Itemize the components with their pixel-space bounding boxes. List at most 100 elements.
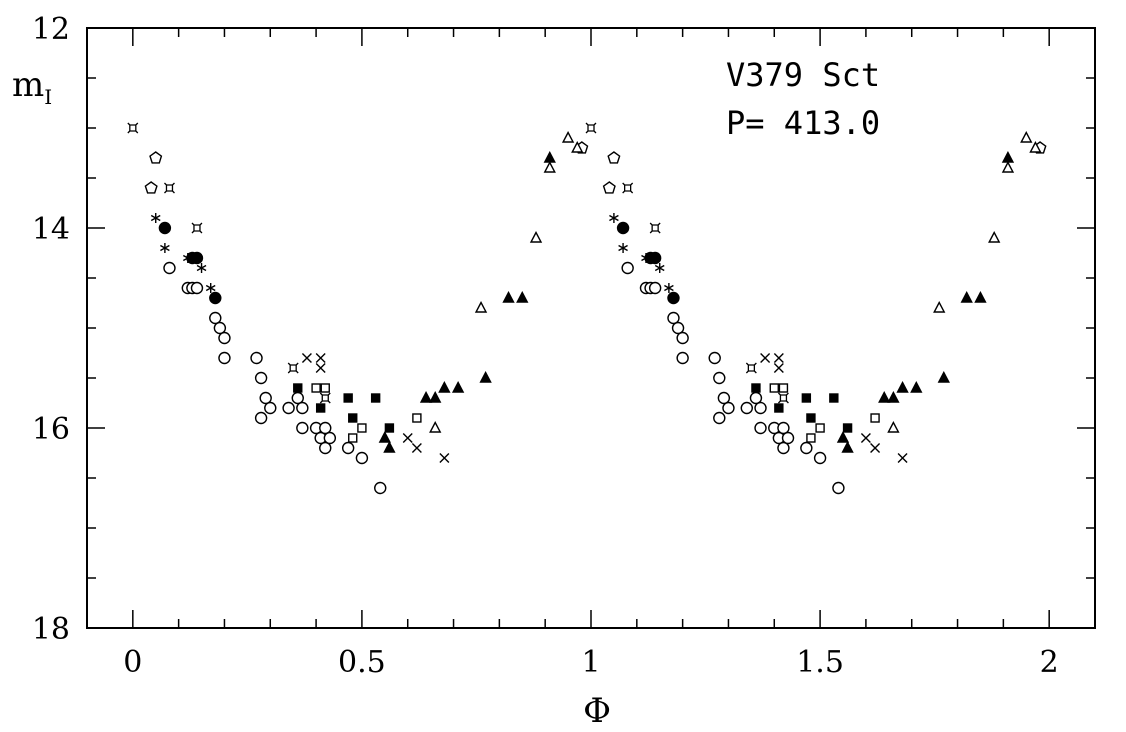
marker-starsquare: [622, 182, 634, 194]
series-star-square: [127, 122, 789, 404]
marker-circle-open: [648, 281, 662, 295]
marker-square-filled: [348, 413, 358, 423]
marker-asterisk: [618, 243, 628, 253]
marker-circle-open: [254, 371, 268, 385]
marker-square-filled: [343, 393, 353, 403]
marker-triangle-filled: [543, 150, 556, 163]
marker-triangle-open: [571, 140, 584, 153]
marker-starsquare: [127, 122, 139, 134]
marker-triangle-open: [887, 420, 900, 433]
marker-square-open: [815, 423, 825, 433]
marker-circle-open: [740, 401, 753, 415]
marker-starsquare: [777, 392, 789, 404]
marker-triangle-filled: [479, 370, 492, 383]
marker-triangle-open: [474, 300, 488, 313]
marker-square-open: [320, 383, 330, 393]
marker-circle-open: [708, 351, 721, 365]
series-filled-triangle: [378, 150, 1015, 453]
marker-cross: [301, 353, 312, 363]
marker-asterisk: [654, 263, 665, 273]
marker-triangle-filled: [451, 380, 465, 393]
marker-circle-open: [813, 451, 827, 465]
axis-tick-labels: 0 0.5 1 1.5 2 12 14 16 18: [32, 12, 1059, 680]
y-tick-label: 18: [32, 612, 70, 647]
marker-circle-open: [777, 441, 790, 455]
marker-square-open: [769, 383, 779, 393]
marker-circle-open: [832, 481, 845, 495]
marker-triangle-filled: [419, 390, 433, 403]
marker-triangle-filled: [937, 370, 950, 383]
marker-circle-open: [190, 281, 204, 295]
x-tick-label: 1.5: [796, 645, 844, 680]
marker-circle-filled: [190, 251, 204, 265]
marker-circle-open: [296, 401, 309, 415]
annotation-period: P= 413.0: [726, 104, 880, 142]
marker-circle-open: [264, 401, 277, 415]
marker-circle-open: [209, 311, 222, 325]
marker-triangle-filled: [383, 440, 396, 453]
series-filled-circle: [158, 221, 680, 305]
x-axis-label: Φ: [583, 691, 611, 731]
plot-frame: [86, 27, 1096, 629]
marker-circle-open: [355, 451, 369, 465]
marker-circle-open: [282, 401, 295, 415]
marker-circle-open: [676, 331, 689, 345]
marker-circle-open: [717, 391, 731, 405]
marker-circle-filled: [158, 221, 172, 235]
marker-square-filled: [842, 423, 853, 433]
marker-starsquare: [164, 182, 175, 194]
marker-cross: [315, 363, 326, 373]
marker-circle-open: [800, 441, 813, 455]
marker-triangle-filled: [841, 440, 854, 453]
marker-square-filled: [801, 393, 812, 403]
marker-square-filled: [370, 393, 381, 403]
marker-circle-open: [296, 421, 309, 435]
marker-asterisk: [609, 213, 619, 223]
y-tick-label: 14: [32, 212, 70, 247]
marker-cross: [439, 453, 450, 463]
marker-circle-open: [671, 321, 685, 335]
marker-circle-open: [676, 351, 689, 365]
marker-triangle-filled: [836, 430, 850, 443]
data-points: [127, 122, 1047, 495]
marker-square-filled: [829, 393, 839, 403]
series-filled-square: [293, 383, 853, 433]
marker-cross: [315, 353, 326, 363]
marker-asterisk: [160, 243, 170, 253]
marker-starsquare: [287, 362, 299, 374]
marker-pentagon-open: [144, 181, 158, 194]
x-tick-label: 0: [123, 645, 142, 680]
marker-circle-open: [163, 261, 176, 275]
marker-circle-open: [713, 411, 726, 425]
marker-circle-open: [781, 431, 795, 445]
marker-square-open: [311, 383, 321, 393]
marker-triangle-filled: [887, 390, 900, 403]
marker-asterisk: [150, 213, 161, 223]
marker-triangle-open: [429, 420, 442, 433]
marker-cross: [760, 353, 771, 363]
marker-square-open: [357, 423, 367, 433]
marker-asterisk: [664, 283, 674, 293]
marker-circle-open: [621, 261, 634, 275]
marker-square-open: [806, 433, 816, 443]
axis-ticks: [87, 27, 1095, 629]
marker-pentagon-open: [602, 181, 616, 194]
marker-triangle-open: [1020, 130, 1033, 143]
marker-triangle-open: [1001, 160, 1015, 173]
marker-circle-open: [754, 401, 767, 415]
marker-circle-open: [254, 411, 268, 425]
x-tick-label: 0.5: [338, 645, 386, 680]
marker-triangle-filled: [878, 390, 891, 403]
marker-square-filled: [806, 413, 816, 423]
marker-circle-open: [218, 351, 231, 365]
marker-cross: [870, 443, 881, 453]
marker-circle-open: [754, 421, 767, 435]
marker-triangle-open: [529, 230, 543, 243]
marker-triangle-filled: [429, 390, 442, 403]
marker-square-filled: [384, 423, 395, 433]
marker-square-open: [778, 383, 789, 393]
series-open-square: [311, 383, 880, 443]
marker-circle-filled: [648, 251, 662, 265]
marker-circle-open: [259, 391, 272, 405]
